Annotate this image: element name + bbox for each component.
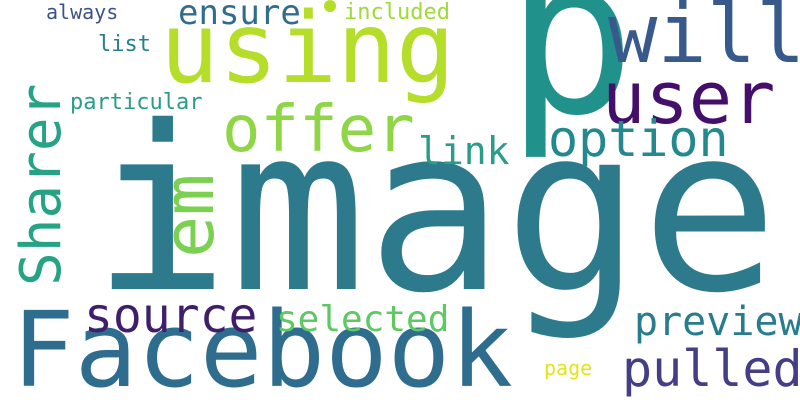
word-ensure: ensure — [178, 0, 301, 33]
word-image: image — [92, 77, 779, 343]
word-offer: offer — [222, 93, 415, 167]
word-will: will — [608, 0, 800, 82]
word-em: em — [148, 173, 230, 258]
word-facebook: Facebook — [12, 289, 513, 400]
dot-mark — [324, 0, 336, 12]
word-link: link — [418, 129, 510, 173]
word-page: page — [544, 356, 593, 380]
word-always: always — [46, 0, 119, 24]
word-included: included — [344, 0, 450, 25]
word-sharer: Sharer — [9, 83, 74, 286]
word-using: using — [160, 0, 456, 106]
word-selected: selected — [276, 299, 450, 340]
word-user: user — [602, 56, 776, 140]
word-list: list — [98, 32, 151, 57]
word-source: source — [84, 288, 258, 344]
word-option: option — [548, 110, 729, 168]
word-p: p — [506, 0, 637, 163]
word-preview: preview — [634, 299, 800, 345]
word-particular: particular — [70, 90, 203, 115]
word-pulled: pulled — [622, 340, 800, 398]
